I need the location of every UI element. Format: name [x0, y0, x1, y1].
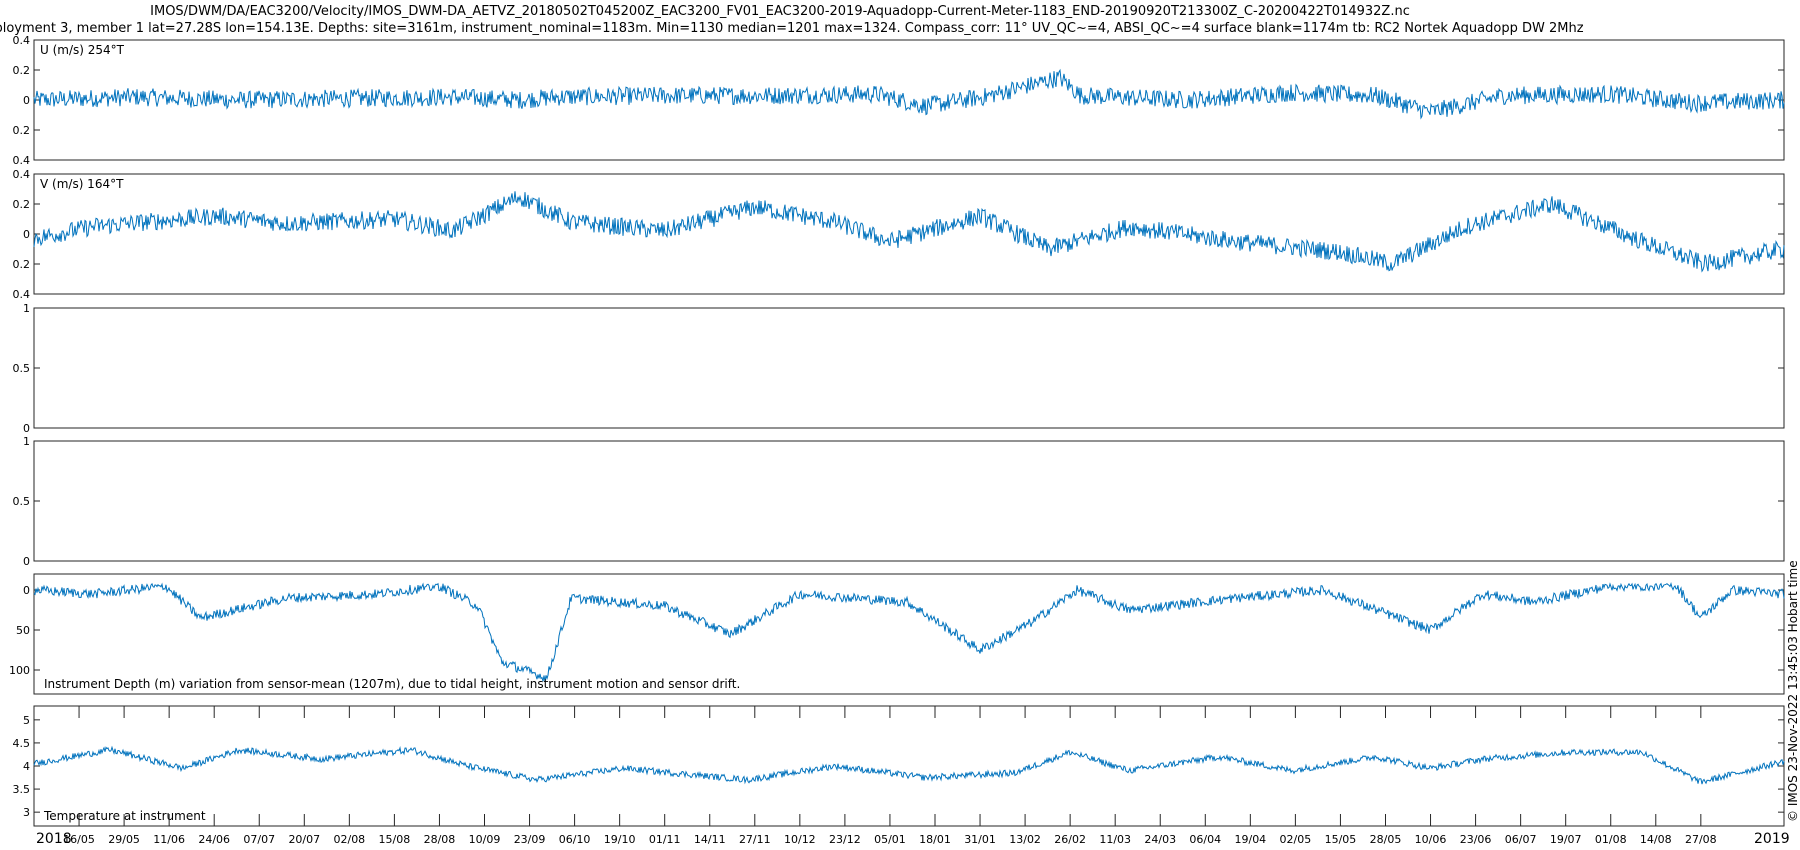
x-tick-label: 06/10: [559, 833, 591, 846]
chart-subtitle-deployment: Deployment 3, member 1 lat=27.28S lon=15…: [0, 21, 1584, 36]
y-tick-label: 0: [23, 584, 30, 597]
x-tick-label: 10/12: [784, 833, 816, 846]
x-tick-label: 07/07: [243, 833, 275, 846]
series-line-v: [33, 191, 1785, 273]
series-line-u: [33, 68, 1785, 120]
y-tick-label: 0.2: [13, 124, 31, 137]
panel-label-v: V (m/s) 164°T: [40, 177, 124, 191]
panel-v: 0.4 0.2 0 0.2 0.4 V (m/s) 164°T: [13, 168, 1785, 301]
x-year-start: 2018: [36, 831, 72, 847]
y-tick-label: 0: [23, 422, 30, 435]
y-tick-label: 0.2: [13, 198, 31, 211]
x-tick-label: 19/07: [1550, 833, 1582, 846]
y-tick-label: 5: [23, 714, 30, 727]
y-tick-label: 0.5: [13, 362, 31, 375]
y-tick-label: 1: [23, 435, 30, 448]
panel-frame: [33, 39, 1785, 161]
x-tick-label: 05/01: [874, 833, 906, 846]
x-tick-label: 20/07: [288, 833, 320, 846]
panel-frame: [33, 573, 1785, 695]
y-tick-label: 0.5: [13, 495, 31, 508]
y-tick-label: 3.5: [13, 783, 31, 796]
panel-label-u: U (m/s) 254°T: [40, 43, 125, 57]
y-tick-label: 1: [23, 302, 30, 315]
panel-frame: [33, 307, 1785, 429]
x-tick-label: 16/05: [63, 833, 95, 846]
panel-depth: 0 50 100 Instrument Depth (m) variation fro…: [9, 573, 1785, 695]
x-tick-label: 27/08: [1685, 833, 1717, 846]
x-tick-label: 15/08: [379, 833, 411, 846]
y-tick-label: 4: [23, 760, 30, 773]
x-tick-label: 14/08: [1640, 833, 1672, 846]
x-tick-label: 06/04: [1189, 833, 1221, 846]
x-tick-label: 18/01: [919, 833, 951, 846]
x-tick-label: 24/03: [1144, 833, 1176, 846]
x-tick-label: 15/05: [1325, 833, 1357, 846]
copyright-stamp: © IMOS 23-Nov-2022 13:45:03 Hobart time: [1786, 560, 1800, 822]
x-tick-label: 31/01: [964, 833, 996, 846]
x-tick-label: 06/07: [1505, 833, 1537, 846]
panel-frame: [33, 173, 1785, 295]
chart-title-filepath: IMOS/DWM/DA/EAC3200/Velocity/IMOS_DWM-DA…: [150, 4, 1410, 19]
x-tick-label: 10/09: [469, 833, 501, 846]
panel-temperature: 54.543.53 Temperature at instrument: [13, 705, 1785, 827]
panel-empty1: 10.50: [13, 302, 1785, 435]
y-tick-label: 0: [23, 94, 30, 107]
panel-label-depth: Instrument Depth (m) variation from sens…: [44, 677, 740, 691]
y-tick-label: 0.4: [13, 168, 31, 181]
y-tick-label: 0.4: [13, 288, 31, 301]
y-tick-label: 0.4: [13, 154, 31, 167]
x-tick-label: 11/03: [1099, 833, 1131, 846]
series-line-temperature: [33, 745, 1785, 785]
x-tick-label: 02/08: [333, 833, 365, 846]
x-tick-label: 01/11: [649, 833, 681, 846]
x-tick-label: 28/08: [424, 833, 456, 846]
x-tick-label: 27/11: [739, 833, 771, 846]
x-tick-label: 29/05: [108, 833, 140, 846]
y-tick-label: 4.5: [13, 737, 31, 750]
x-tick-label: 14/11: [694, 833, 726, 846]
panel-u: 0.4 0.2 0 0.2 0.4 U (m/s) 254°T: [13, 34, 1785, 167]
x-tick-label: 23/12: [829, 833, 861, 846]
x-year-end: 2019: [1754, 831, 1790, 847]
y-tick-label: 50: [16, 624, 30, 637]
y-tick-label: 0.4: [13, 34, 31, 47]
y-tick-label: 0.2: [13, 64, 31, 77]
panel-frame: [33, 705, 1785, 827]
x-tick-label: 23/09: [514, 833, 546, 846]
y-tick-label: 0.2: [13, 258, 31, 271]
y-tick-label: 3: [23, 806, 30, 819]
y-tick-label: 0: [23, 228, 30, 241]
x-tick-label: 02/05: [1280, 833, 1312, 846]
x-tick-label: 23/06: [1460, 833, 1492, 846]
x-tick-label: 26/02: [1054, 833, 1086, 846]
x-tick-label: 24/06: [198, 833, 230, 846]
x-tick-label: 19/10: [604, 833, 636, 846]
x-tick-label: 10/06: [1415, 833, 1447, 846]
series-line-depth: [33, 582, 1785, 682]
x-tick-label: 01/08: [1595, 833, 1627, 846]
y-tick-label: 0: [23, 555, 30, 568]
x-tick-label: 19/04: [1234, 833, 1266, 846]
y-tick-label: 100: [9, 664, 30, 677]
x-tick-label: 11/06: [153, 833, 185, 846]
panel-frame: [33, 440, 1785, 562]
x-tick-label: 28/05: [1370, 833, 1402, 846]
x-tick-label: 13/02: [1009, 833, 1041, 846]
panel-empty2: 10.50: [13, 435, 1785, 568]
